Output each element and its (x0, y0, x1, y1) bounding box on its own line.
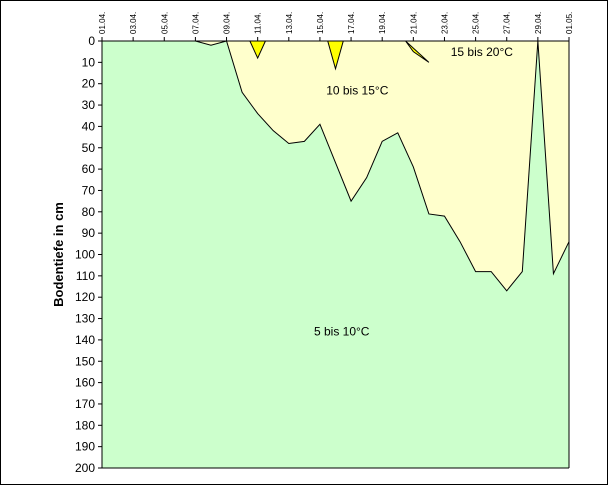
x-tick-label: 01.05. (565, 12, 574, 34)
x-tick-label: 23.04. (440, 12, 449, 34)
x-tick-label: 13.04. (285, 12, 294, 34)
y-axis-title: Bodentiefe in cm (51, 202, 66, 307)
x-tick-label: 25.04. (472, 12, 481, 34)
y-tick-label: 110 (76, 269, 95, 283)
y-tick-label: 80 (82, 205, 96, 219)
y-tick-label: 100 (75, 248, 95, 262)
y-tick-label: 170 (75, 397, 95, 411)
x-tick-label: 01.04. (98, 12, 107, 34)
y-tick-label: 0 (88, 34, 95, 48)
y-tick-label: 200 (75, 461, 95, 475)
y-tick-label: 10 (82, 55, 96, 69)
y-tick-label: 120 (75, 290, 95, 304)
y-tick-label: 40 (82, 119, 96, 133)
warm-zone-area (405, 40, 430, 63)
zone-annotation: 10 bis 15°C (326, 83, 389, 97)
y-tick-label: 140 (75, 333, 95, 347)
y-tick-label: 50 (82, 141, 96, 155)
x-tick-label: 03.04. (129, 12, 138, 34)
y-tick-label: 60 (82, 162, 96, 176)
x-tick-label: 17.04. (347, 12, 356, 34)
x-tick-label: 19.04. (378, 12, 387, 34)
y-tick-label: 160 (75, 376, 95, 390)
y-tick-label: 90 (82, 226, 96, 240)
y-tick-label: 30 (82, 98, 96, 112)
y-tick-label: 150 (75, 354, 95, 368)
x-tick-label: 21.04. (409, 12, 418, 34)
y-tick-label: 70 (82, 183, 96, 197)
x-tick-label: 15.04. (316, 12, 325, 34)
y-tick-label: 130 (75, 312, 95, 326)
y-tick-label: 190 (75, 440, 95, 454)
x-tick-label: 27.04. (503, 12, 512, 34)
zone-annotation: 5 bis 10°C (314, 325, 370, 339)
y-tick-label: 20 (82, 77, 96, 91)
zone-annotation: 15 bis 20°C (451, 45, 514, 59)
x-tick-label: 09.04. (223, 12, 232, 34)
x-tick-label: 11.04. (254, 12, 263, 34)
x-tick-label: 05.04. (160, 12, 169, 34)
x-tick-label: 07.04. (191, 12, 200, 34)
cold-zone-area (102, 41, 569, 468)
y-tick-label: 180 (75, 418, 95, 432)
x-tick-label: 29.04. (534, 12, 543, 34)
